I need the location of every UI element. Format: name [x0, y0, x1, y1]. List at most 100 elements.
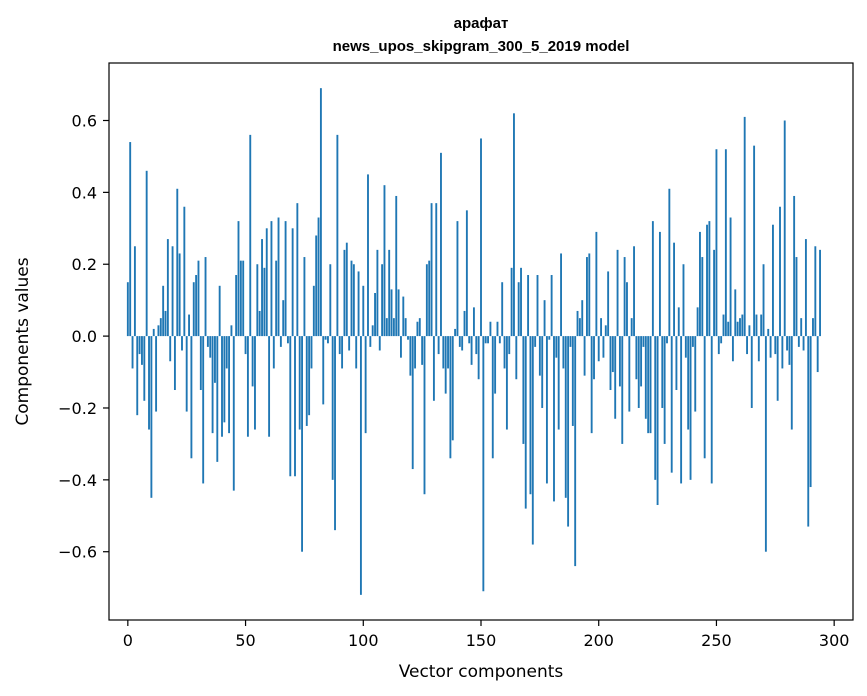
bar: [800, 318, 803, 337]
bar: [435, 203, 438, 337]
bar: [590, 336, 593, 434]
bar: [414, 336, 417, 369]
bar: [710, 336, 713, 484]
bar: [432, 336, 435, 401]
bar: [296, 203, 299, 337]
bar: [301, 336, 303, 552]
bar: [491, 336, 494, 459]
bar: [753, 145, 756, 337]
bar: [595, 231, 598, 337]
bar: [315, 235, 318, 337]
bar: [251, 336, 254, 387]
bar: [593, 336, 595, 380]
bar: [534, 336, 537, 347]
bar: [216, 336, 219, 462]
bar: [444, 336, 447, 394]
bar: [371, 325, 374, 337]
bar: [472, 307, 475, 337]
bar: [381, 264, 384, 337]
bar: [242, 260, 245, 337]
bar: [449, 336, 452, 459]
bar: [359, 336, 362, 595]
bar: [235, 275, 238, 337]
bar: [616, 249, 619, 337]
bar: [336, 134, 339, 337]
bar: [407, 336, 409, 340]
bar: [157, 325, 160, 337]
bar: [261, 239, 263, 337]
bar: [145, 170, 148, 337]
bar: [367, 174, 369, 337]
bar: [663, 336, 666, 444]
x-tick-label: 0: [123, 631, 133, 650]
bar: [741, 314, 744, 337]
bar: [286, 336, 289, 344]
bar: [571, 336, 574, 426]
bar: [816, 336, 819, 373]
bar: [171, 246, 174, 337]
bar: [557, 336, 560, 430]
bar: [458, 336, 461, 347]
bar: [487, 336, 489, 344]
bar: [727, 321, 730, 337]
bar: [465, 210, 468, 337]
bar: [746, 336, 748, 355]
bar: [508, 336, 511, 355]
bar: [781, 336, 784, 369]
x-tick-label: 300: [819, 631, 850, 650]
bar: [567, 336, 570, 527]
bar: [656, 336, 659, 506]
bar: [649, 336, 652, 434]
bar: [152, 328, 155, 337]
bar: [696, 307, 699, 337]
bar: [503, 336, 506, 369]
bar: [536, 275, 539, 337]
bar: [482, 336, 485, 592]
bar: [548, 336, 551, 340]
bar: [720, 336, 723, 344]
bar: [517, 282, 520, 337]
bar: [637, 336, 640, 408]
bar: [614, 336, 617, 419]
bar: [654, 336, 657, 480]
bar: [263, 267, 266, 337]
bar: [289, 336, 292, 477]
bar: [783, 120, 786, 337]
y-tick-label: 0.6: [72, 111, 97, 130]
bar: [762, 264, 765, 337]
bar: [757, 336, 760, 362]
y-tick-label: 0.4: [72, 183, 97, 202]
x-tick-label: 250: [701, 631, 732, 650]
bar: [722, 314, 725, 337]
bar: [760, 314, 763, 337]
bar: [258, 310, 261, 337]
bar: [529, 336, 532, 495]
bar: [642, 336, 645, 347]
bar: [232, 336, 235, 491]
bar: [345, 242, 348, 337]
bar: [673, 242, 675, 337]
bar: [331, 336, 334, 480]
bar: [713, 249, 716, 337]
bar: [494, 336, 497, 394]
bar: [249, 134, 252, 337]
bar: [155, 336, 158, 412]
bar: [804, 239, 807, 337]
y-tick-label: −0.4: [58, 471, 97, 490]
bar: [666, 336, 668, 344]
bar: [562, 336, 565, 369]
bar: [628, 336, 631, 412]
bar: [397, 289, 400, 337]
bar: [651, 221, 654, 337]
bar: [779, 206, 781, 337]
bar: [470, 336, 473, 365]
bar: [355, 336, 358, 369]
bar: [588, 253, 591, 337]
bar: [743, 116, 746, 337]
bar: [604, 325, 607, 337]
bar: [661, 336, 664, 408]
bar: [550, 275, 553, 337]
bar: [404, 318, 407, 337]
bar: [626, 282, 628, 337]
